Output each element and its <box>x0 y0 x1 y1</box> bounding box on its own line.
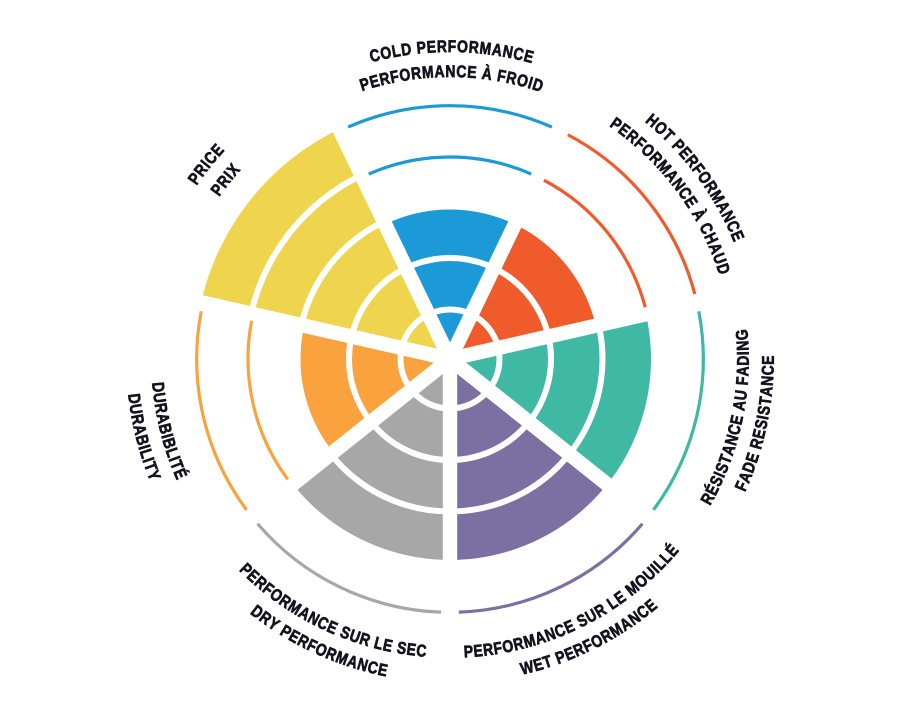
svg-text:P: P <box>416 39 427 58</box>
svg-text:E: E <box>376 661 389 681</box>
svg-text:S: S <box>752 418 772 431</box>
svg-text:A: A <box>152 412 172 426</box>
svg-text:N: N <box>355 655 370 676</box>
svg-text:N: N <box>758 375 777 386</box>
svg-text:N: N <box>734 340 753 351</box>
svg-text:C: C <box>759 365 778 376</box>
svg-text:R: R <box>504 69 518 89</box>
svg-text:E: E <box>381 636 394 656</box>
svg-text:O: O <box>398 66 412 86</box>
svg-text:I: I <box>138 456 157 466</box>
svg-text:W: W <box>519 658 537 679</box>
svg-text:A: A <box>730 399 750 412</box>
svg-text:E: E <box>473 642 484 661</box>
svg-text:E: E <box>467 63 478 82</box>
svg-text:I: I <box>157 432 176 441</box>
svg-text:R: R <box>410 64 422 84</box>
svg-text:R: R <box>127 413 147 426</box>
svg-text:E: E <box>426 38 436 57</box>
svg-text:B: B <box>131 433 151 447</box>
svg-text:L: L <box>390 42 402 62</box>
svg-text:À: À <box>481 65 493 85</box>
svg-text:C: C <box>368 46 382 66</box>
svg-text:M: M <box>521 631 537 652</box>
svg-text:C: C <box>725 423 745 437</box>
svg-text:U: U <box>732 389 752 401</box>
svg-text:T: T <box>756 395 776 406</box>
svg-text:R: R <box>482 640 494 660</box>
svg-text:C: C <box>511 45 525 65</box>
svg-text:G: G <box>733 329 752 341</box>
svg-text:O: O <box>515 71 530 92</box>
svg-text:A: A <box>434 63 445 82</box>
svg-text:A: A <box>491 41 504 61</box>
svg-text:R: R <box>468 38 479 57</box>
svg-text:F: F <box>733 376 752 386</box>
svg-text:F: F <box>448 38 457 57</box>
svg-text:A: A <box>129 423 149 437</box>
svg-text:D: D <box>124 393 144 405</box>
svg-text:I: I <box>526 74 535 93</box>
svg-text:I: I <box>754 414 773 421</box>
svg-text:E: E <box>727 414 747 427</box>
svg-text:M: M <box>479 39 493 59</box>
svg-text:C: C <box>456 63 467 82</box>
svg-text:R: R <box>378 69 392 89</box>
svg-text:E: E <box>405 640 417 660</box>
svg-text:F: F <box>496 67 508 87</box>
svg-text:O: O <box>457 38 469 57</box>
svg-text:N: N <box>445 63 455 82</box>
svg-text:D: D <box>400 40 413 60</box>
svg-text:F: F <box>492 639 503 659</box>
svg-text:I: I <box>711 469 730 480</box>
svg-text:B: B <box>154 422 174 436</box>
svg-text:C: C <box>416 642 428 661</box>
svg-text:F: F <box>389 68 401 88</box>
svg-text:U: U <box>125 403 145 416</box>
svg-text:A: A <box>734 366 753 377</box>
svg-text:R: R <box>512 635 526 655</box>
svg-text:E: E <box>760 355 779 364</box>
svg-text:R: R <box>437 38 448 57</box>
svg-text:R: R <box>150 402 170 415</box>
svg-text:D: D <box>735 356 754 366</box>
svg-text:I: I <box>734 351 753 355</box>
svg-text:S: S <box>755 404 775 416</box>
svg-text:E: E <box>750 427 770 440</box>
svg-text:M: M <box>421 63 434 82</box>
svg-text:C: C <box>366 658 380 678</box>
svg-text:S: S <box>396 639 408 659</box>
svg-text:A: A <box>757 385 776 397</box>
svg-text:N: N <box>501 42 514 62</box>
svg-text:U: U <box>149 392 169 404</box>
svg-text:E: E <box>522 47 536 67</box>
svg-text:I: I <box>134 443 153 452</box>
svg-text:I: I <box>164 454 183 464</box>
svg-text:D: D <box>148 381 167 393</box>
svg-text:O: O <box>379 44 393 64</box>
svg-text:P: P <box>463 643 473 662</box>
svg-text:O: O <box>501 637 515 657</box>
